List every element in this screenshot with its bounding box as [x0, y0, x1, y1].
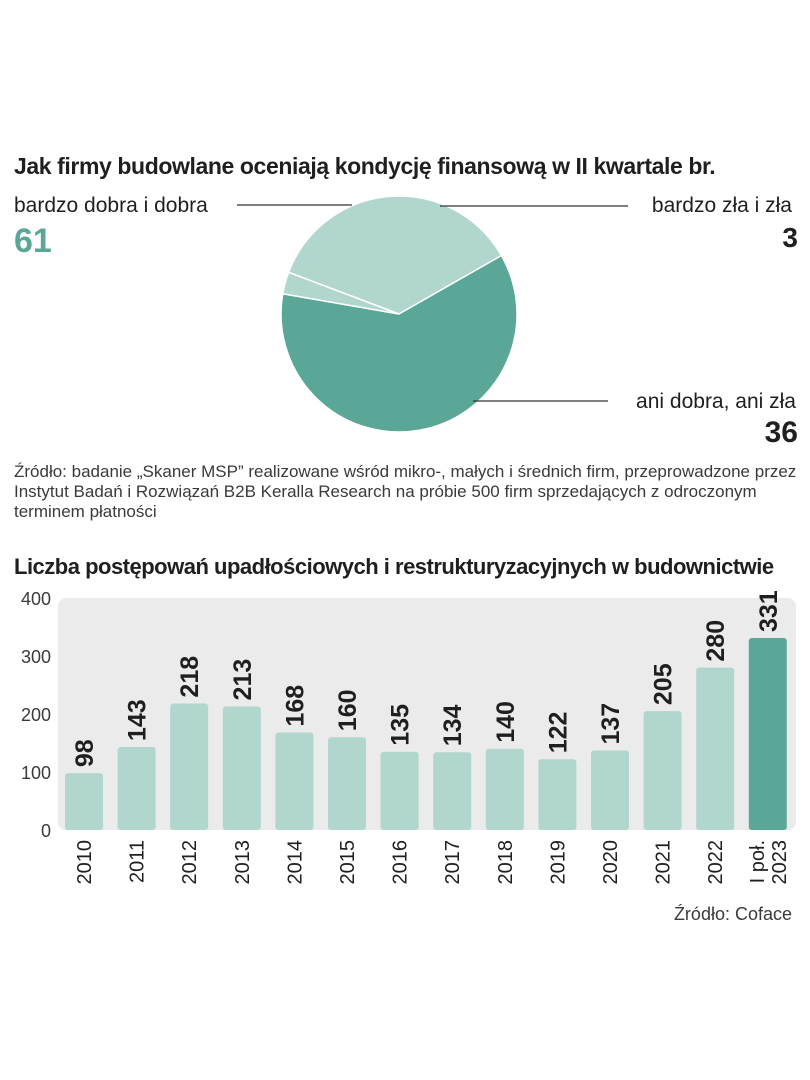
bar-chart: 0 100 200 300 400 98 143 218 213 168 160 135 134 140…	[21, 589, 796, 885]
x-tick-label: 2018	[495, 840, 517, 885]
bar-2019	[538, 759, 577, 830]
pie-value-bad: 3	[782, 222, 798, 253]
bar-value-label: 280	[702, 620, 730, 662]
bar-2016	[380, 751, 419, 830]
pie-slice-neutral	[287, 195, 503, 315]
pie-value-neutral: 36	[764, 416, 798, 449]
bar-2017	[433, 752, 472, 830]
bar-value-label: 168	[281, 685, 309, 727]
bar-value-label: 218	[176, 656, 204, 698]
x-tick-label: 2015	[337, 840, 359, 885]
x-tick-label: 2010	[74, 840, 96, 885]
x-tick-label: I poł.	[747, 840, 769, 883]
y-tick-label: 100	[21, 763, 51, 783]
bar-2018	[485, 748, 524, 830]
pie-slice-good	[280, 254, 518, 433]
bar-value-label: 213	[229, 659, 257, 701]
bar-value-label: 122	[544, 712, 572, 754]
x-tick-label: 2012	[179, 840, 201, 885]
bar-value-label: 140	[492, 701, 520, 743]
x-tick-label: 2013	[232, 840, 254, 885]
x-tick-label: 2014	[284, 840, 306, 885]
bar-chart-title: Liczba postępowań upadłościowych i restr…	[14, 554, 774, 579]
x-tick-label: 2021	[653, 840, 675, 885]
pie-label-good: bardzo dobra i dobra	[14, 194, 208, 217]
pie-label-bad: bardzo zła i zła	[651, 194, 792, 217]
pie-chart	[237, 195, 628, 433]
pie-source-note: Źródło: badanie „Skaner MSP” realizowane…	[14, 462, 797, 521]
x-tick-label: 2016	[390, 840, 412, 885]
y-tick-label: 400	[21, 589, 51, 609]
plot-panel	[58, 598, 796, 830]
x-tick-label: 2011	[127, 840, 149, 883]
bar-2015	[328, 737, 366, 830]
bar-value-label: 160	[334, 689, 362, 731]
bar-value-label: 143	[124, 699, 152, 741]
y-tick-label: 300	[21, 647, 51, 667]
x-tick-label: 2020	[600, 840, 622, 885]
pie-value-good: 61	[14, 222, 52, 260]
x-tick-label: 2023	[769, 840, 791, 885]
x-tick-label: 2019	[547, 840, 569, 885]
bar-value-label: 134	[439, 704, 467, 746]
pie-chart-title: Jak firmy budowlane oceniają kondycję fi…	[14, 153, 716, 179]
bar-2021	[643, 711, 682, 830]
bar-2012	[170, 703, 209, 830]
y-tick-label: 200	[21, 705, 51, 725]
bar-value-label: 98	[71, 739, 99, 767]
bar-value-label: 331	[755, 590, 783, 632]
bar-2010	[65, 773, 103, 830]
bar-value-label: 205	[650, 663, 678, 705]
bar-chart-source: Źródło: Coface	[673, 904, 792, 924]
pie-label-neutral: ani dobra, ani zła	[636, 390, 796, 413]
bar-2014	[275, 732, 314, 830]
x-tick-label: 2022	[705, 840, 727, 885]
bar-value-label: 135	[387, 704, 415, 746]
bar-Ipo2023	[748, 638, 787, 830]
bar-value-label: 137	[597, 703, 625, 745]
bar-2020	[591, 750, 629, 830]
bar-2011	[117, 747, 156, 830]
x-tick-label: 2017	[442, 840, 464, 885]
bar-2013	[222, 706, 261, 830]
pie-slice-bad	[281, 271, 400, 315]
y-tick-label: 0	[41, 821, 51, 841]
bar-2022	[696, 667, 735, 830]
